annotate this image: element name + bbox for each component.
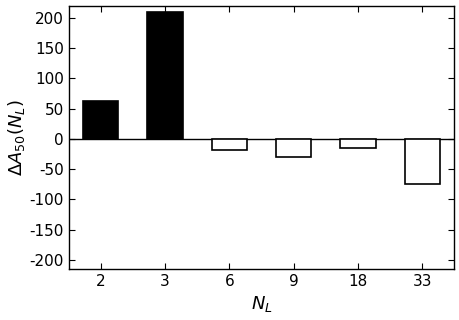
- X-axis label: $N_L$: $N_L$: [250, 294, 272, 315]
- Y-axis label: $\Delta A_{50}(N_L)$: $\Delta A_{50}(N_L)$: [6, 99, 27, 176]
- Bar: [275, 139, 311, 157]
- Bar: [83, 101, 118, 139]
- Bar: [340, 139, 375, 148]
- Bar: [404, 139, 439, 184]
- Bar: [147, 12, 182, 139]
- Bar: [211, 139, 246, 150]
